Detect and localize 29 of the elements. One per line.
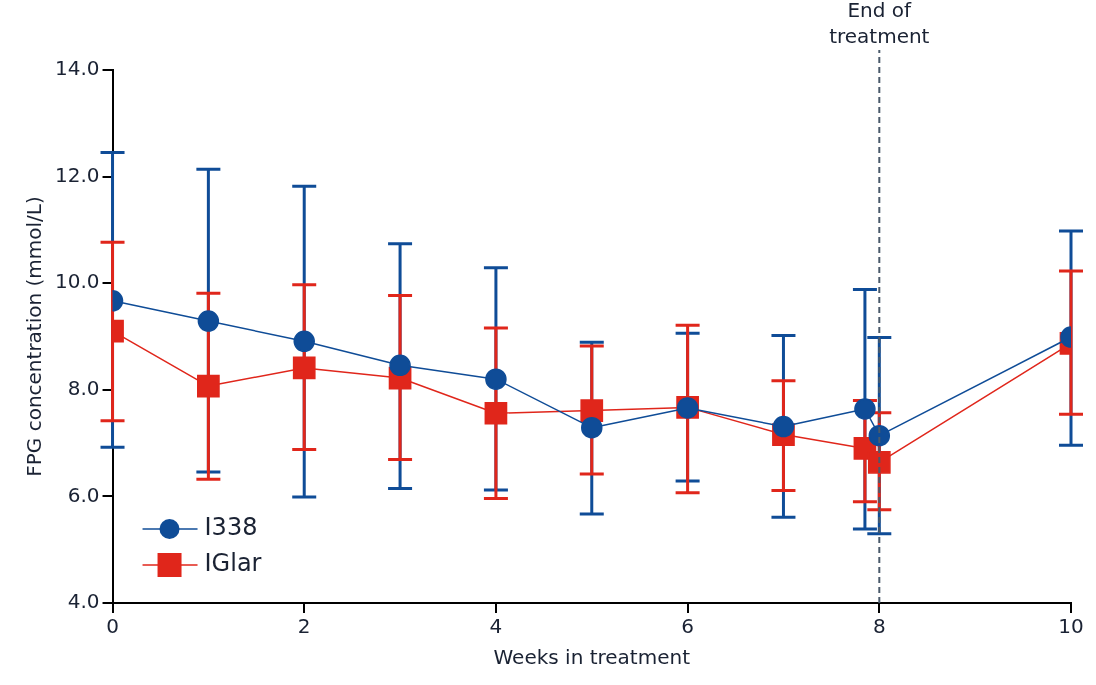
y-tick-label: 6.0 [67, 482, 100, 507]
legend-label: IGlar [204, 549, 262, 578]
point [389, 354, 411, 377]
point [772, 415, 795, 438]
point [293, 330, 315, 353]
point [484, 401, 508, 425]
point [485, 368, 507, 390]
point [292, 356, 316, 380]
point [581, 416, 603, 439]
x-axis-title: Weeks in treatment [493, 645, 691, 670]
x-tick-label: 6 [681, 614, 694, 639]
y-tick-label: 14.0 [55, 56, 100, 81]
y-tick-label: 4.0 [67, 589, 100, 614]
legend-label: I338 [204, 513, 258, 542]
y-tick-label: 10.0 [55, 269, 100, 294]
point [854, 398, 876, 420]
y-axis-title: FPG concentration (mmol/L) [22, 196, 47, 477]
x-tick-label: 8 [872, 614, 886, 639]
point [867, 450, 891, 474]
x-tick-label: 4 [489, 614, 503, 639]
ref-line-label: End of treatment [829, 0, 930, 49]
x-tick-label: 2 [297, 614, 311, 639]
point [197, 374, 220, 398]
y-tick-label: 8.0 [67, 376, 100, 400]
x-tick-label: 0 [106, 614, 119, 639]
x-tick-label: 10 [1058, 614, 1084, 639]
point [197, 310, 220, 332]
point [868, 424, 891, 447]
y-tick-label: 12.0 [55, 162, 100, 187]
